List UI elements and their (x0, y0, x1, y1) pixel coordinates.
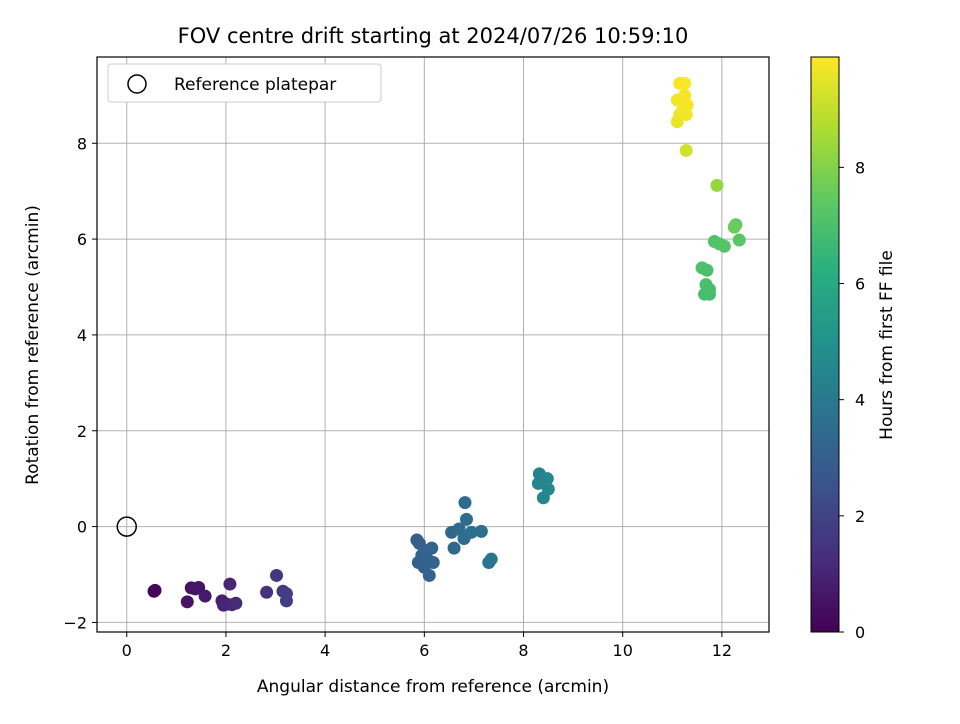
data-point (732, 233, 746, 247)
data-point (464, 525, 478, 539)
colorbar-tick-label: 6 (855, 275, 865, 294)
y-tick-label: 4 (77, 326, 87, 345)
y-ticks: −2 0 2 4 6 8 (63, 134, 97, 632)
legend: Reference platepar (107, 63, 382, 103)
data-point (452, 522, 466, 536)
data-point (223, 577, 237, 591)
data-point (447, 541, 461, 555)
data-point (678, 76, 692, 90)
data-points (147, 76, 746, 612)
chart-title: FOV centre drift starting at 2024/07/26 … (178, 24, 689, 48)
reference-marker-group (116, 516, 138, 537)
y-tick-label: −2 (63, 613, 87, 632)
y-tick-label: 2 (77, 422, 87, 441)
data-point (710, 178, 724, 192)
colorbar-tick-label: 4 (855, 391, 865, 410)
data-point (422, 568, 436, 582)
data-point (188, 582, 202, 596)
data-point (727, 220, 741, 234)
colorbar-label: Hours from first FF file (877, 250, 897, 440)
data-point (474, 524, 488, 538)
x-tick-label: 6 (419, 641, 429, 660)
x-axis-label: Angular distance from reference (arcmin) (257, 677, 609, 697)
data-point (180, 595, 194, 609)
data-point (484, 552, 498, 566)
data-point (458, 496, 472, 510)
y-tick-label: 6 (77, 230, 87, 249)
colorbar-ticks: 0 2 4 6 8 (839, 158, 865, 642)
x-tick-label: 2 (221, 641, 231, 660)
data-point (679, 108, 693, 121)
colorbar: 0 2 4 6 8 Hours from first FF file (810, 56, 897, 642)
data-point (717, 239, 731, 253)
colorbar-tick-label: 0 (855, 623, 865, 642)
grid (97, 57, 769, 632)
data-point (541, 482, 555, 496)
y-tick-label: 8 (77, 134, 87, 153)
data-point (198, 589, 212, 603)
x-tick-label: 8 (518, 641, 528, 660)
x-tick-label: 10 (613, 641, 633, 660)
data-point (260, 585, 274, 599)
y-tick-label: 0 (77, 518, 87, 537)
x-ticks: 0 2 4 6 8 10 12 (122, 632, 732, 660)
data-point (270, 568, 284, 582)
legend-box (107, 63, 382, 103)
colorbar-tick-label: 2 (855, 507, 865, 526)
data-point (229, 596, 243, 610)
legend-label: Reference platepar (174, 75, 336, 95)
data-point (680, 98, 694, 112)
y-axis-label: Rotation from reference (arcmin) (23, 205, 43, 485)
data-point (279, 587, 293, 601)
x-tick-label: 12 (712, 641, 732, 660)
data-point (700, 263, 714, 277)
plot-frame (96, 56, 770, 633)
legend-marker (127, 74, 147, 94)
data-point (540, 472, 554, 486)
x-tick-label: 4 (320, 641, 330, 660)
reference-platepar-marker (116, 516, 138, 537)
data-point (425, 541, 439, 555)
data-point (148, 583, 162, 597)
data-point (459, 512, 473, 526)
colorbar-tick-label: 8 (855, 158, 865, 177)
colorbar-gradient (810, 56, 840, 633)
x-tick-label: 0 (122, 641, 132, 660)
data-point (679, 143, 693, 157)
data-point (702, 282, 716, 296)
data-point (426, 556, 440, 570)
